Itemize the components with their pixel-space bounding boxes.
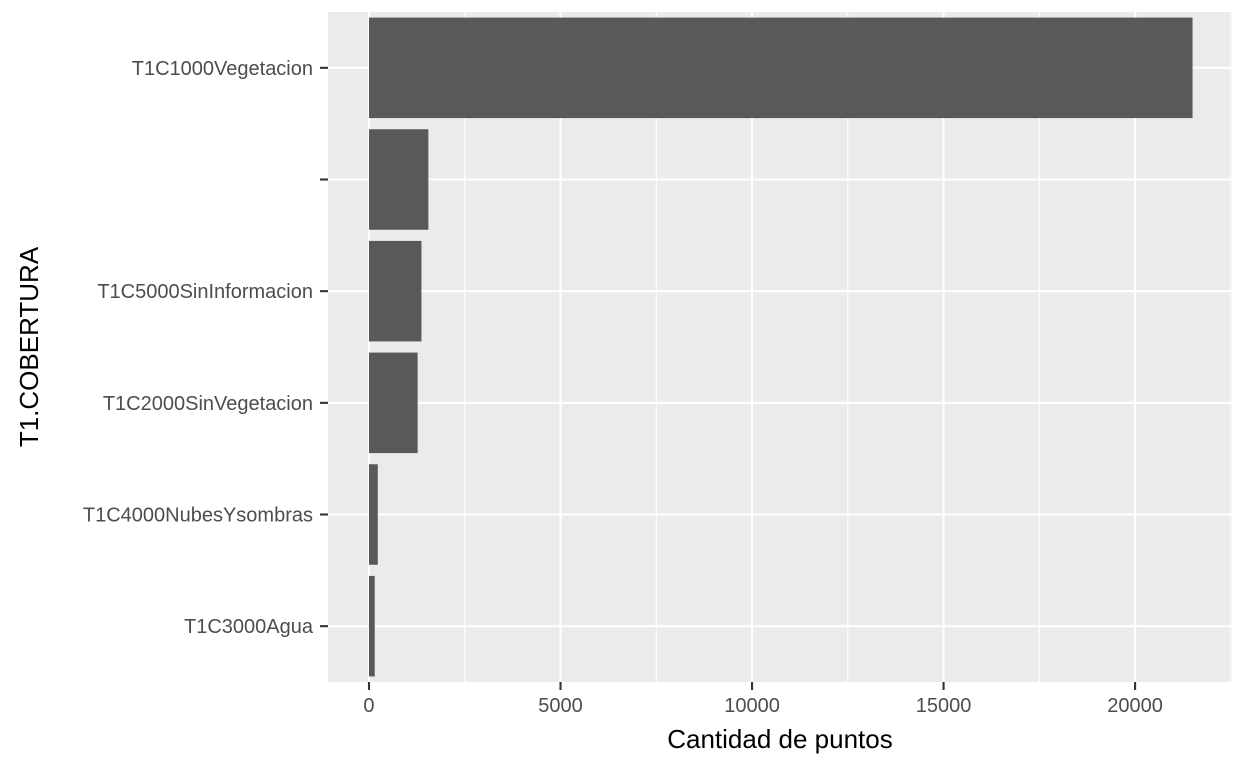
y-tick-label: T1C2000SinVegetacion [103,393,313,415]
bar [368,129,429,230]
x-tick-label: 15000 [916,695,972,717]
x-tick-label: 10000 [724,695,780,717]
bar [368,464,378,565]
x-tick-label: 5000 [538,695,583,717]
plot-panel [328,12,1232,682]
bar [368,240,422,342]
y-axis-title: T1.COBERTURA [14,246,44,447]
bars [368,17,1193,677]
y-tick-label: T1C1000Vegetacion [132,58,313,80]
y-tick-label: T1C5000SinInformacion [97,281,313,303]
x-tick-label: 20000 [1107,695,1163,717]
y-tick-label: T1C3000Agua [184,616,314,638]
bar [368,575,375,677]
bar [368,17,1193,119]
x-tick-label: 0 [363,695,374,717]
y-tick-label: T1C4000NubesYsombras [83,505,313,527]
y-axis-ticks: T1C1000Vegetacion T1C5000SinInformacion T1… [83,58,328,638]
x-axis-ticks: 0 5000 10000 15000 20000 [363,682,1163,717]
bar [368,352,418,454]
x-axis-title: Cantidad de puntos [667,724,893,754]
